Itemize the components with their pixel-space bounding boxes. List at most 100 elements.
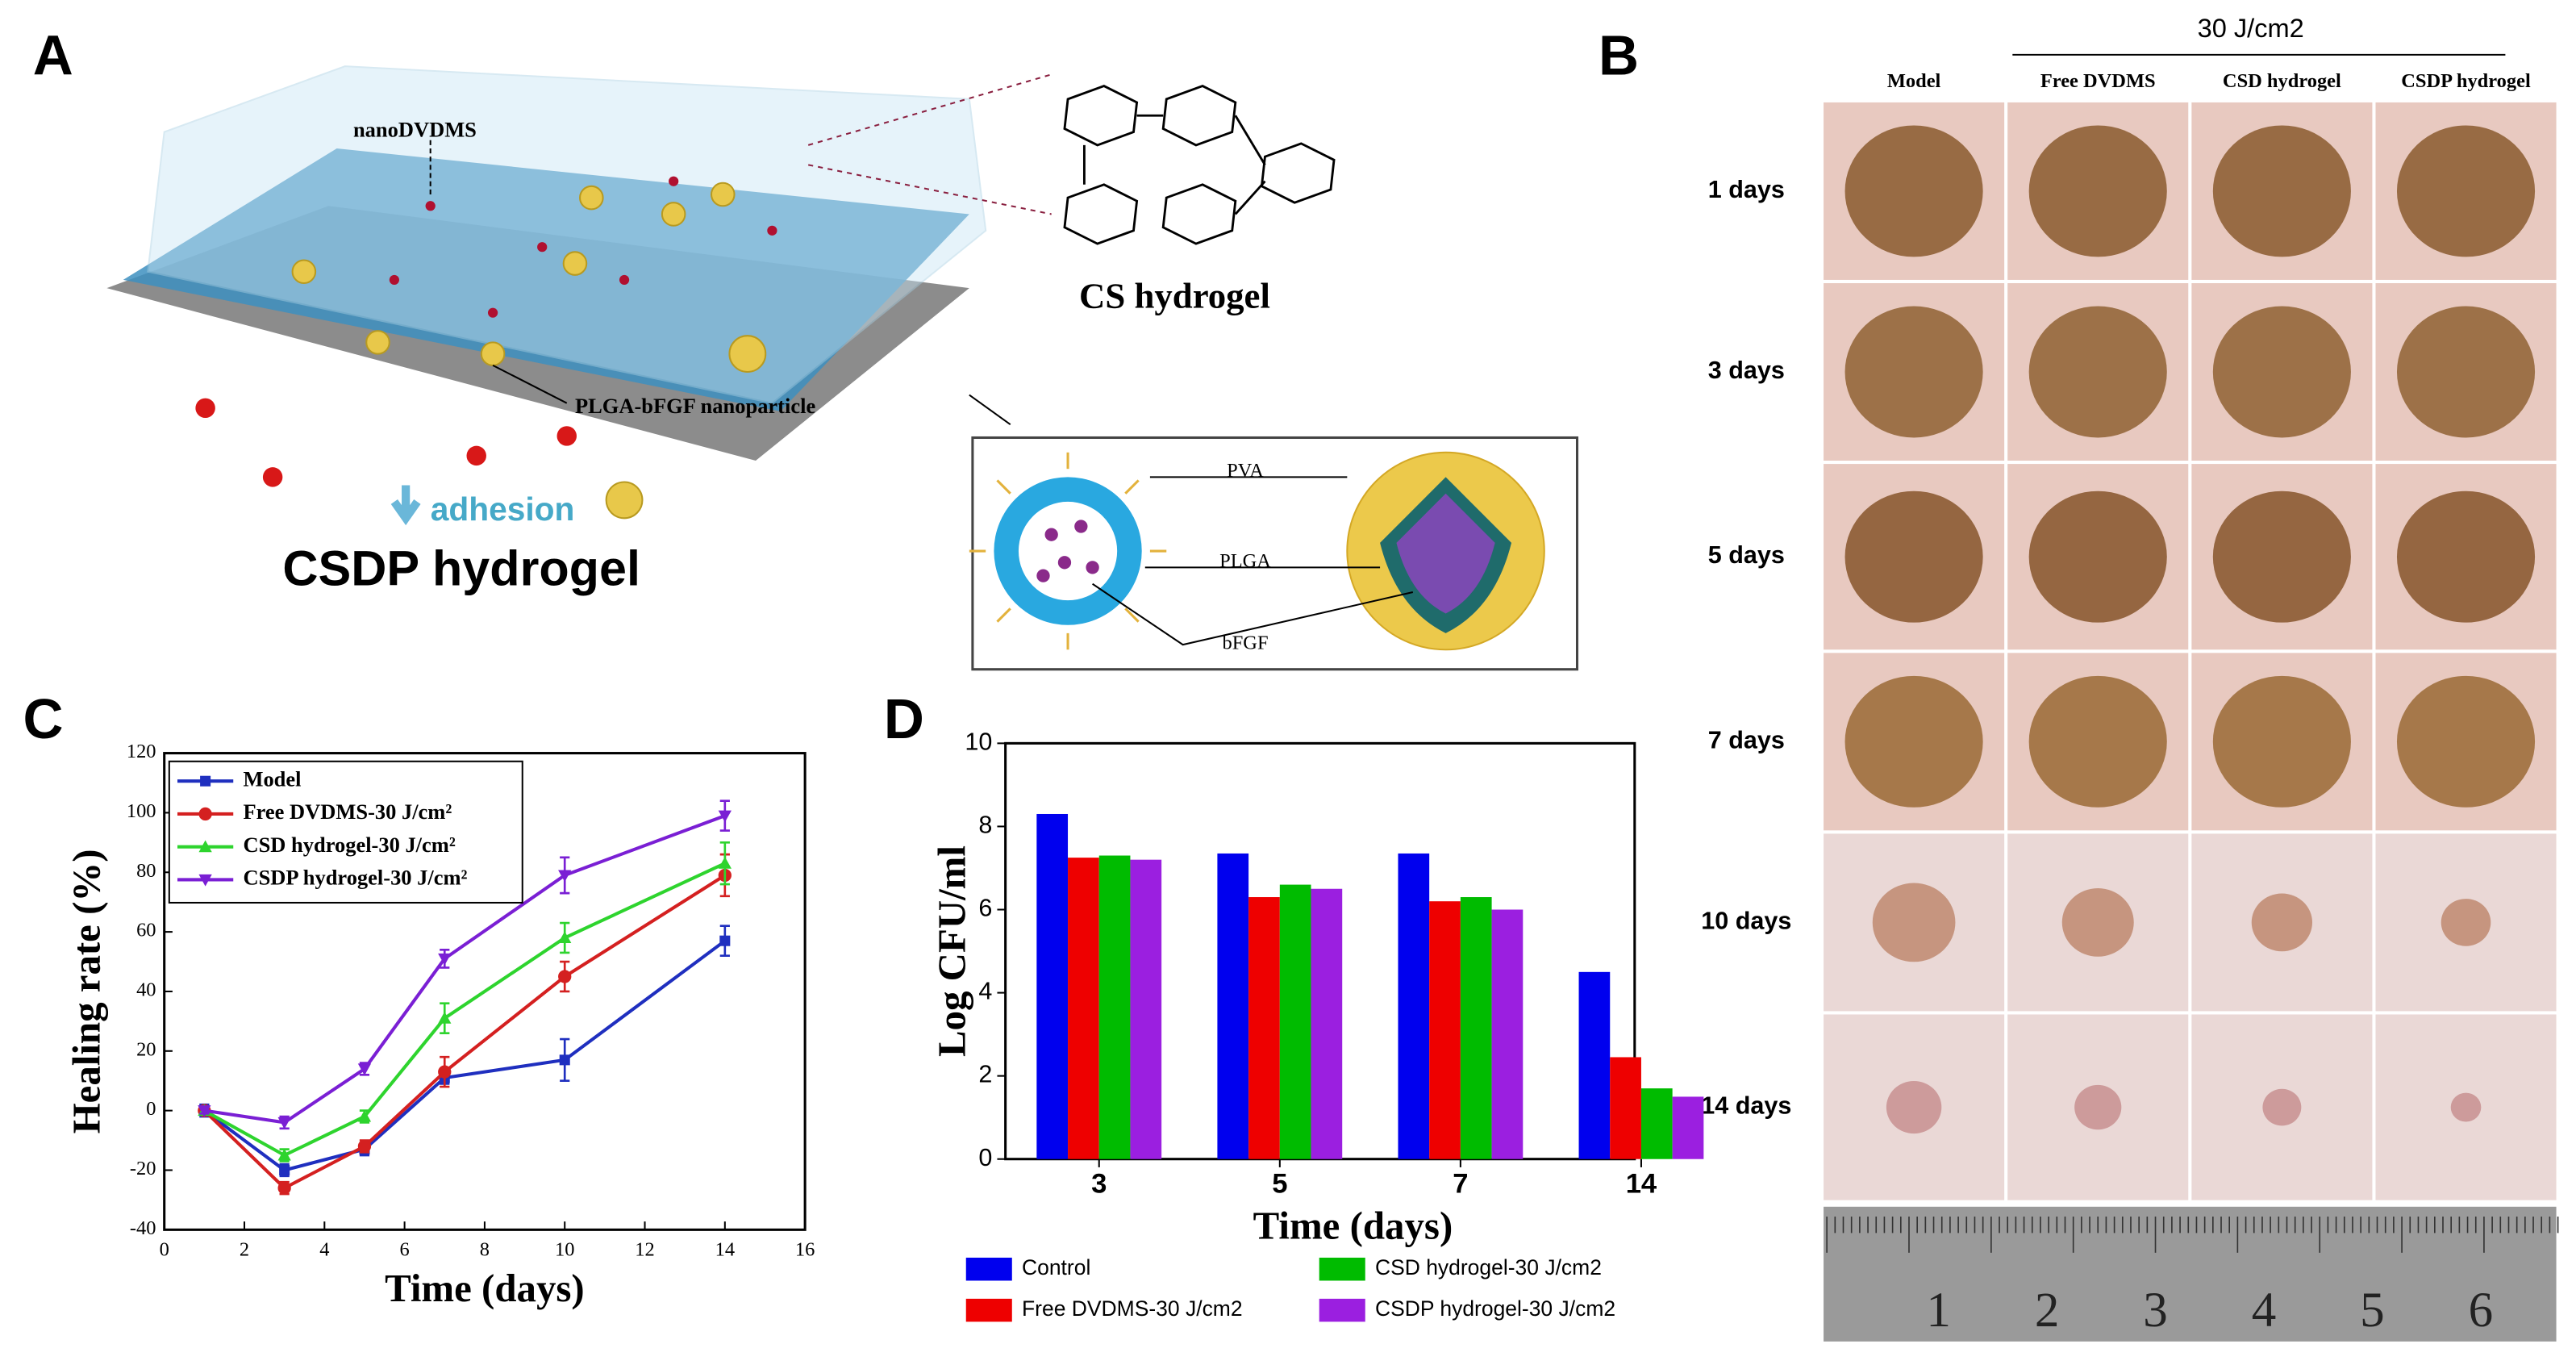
legend-swatch	[1319, 1257, 1365, 1281]
zoom-line	[807, 164, 1052, 215]
wound	[1844, 125, 1983, 257]
x-tick-label: 12	[635, 1238, 654, 1260]
hydrogel-diagram: nanoDVDMS PLGA-bFGF nanoparticle adhesio…	[106, 65, 1052, 596]
wound	[2212, 675, 2351, 808]
x-tick-label: 14	[715, 1238, 735, 1260]
wound	[2061, 888, 2134, 957]
marker	[719, 935, 731, 946]
wound	[2251, 893, 2313, 952]
nanoparticles	[291, 182, 767, 520]
y-axis-label: Healing rate (%)	[64, 849, 108, 1134]
wound	[2450, 1092, 2482, 1122]
label: PVA	[1227, 460, 1264, 482]
cfu-chart: 0 2 4 6 8 10 3 5 7 14 Time (days) Log CFU/ml Control…	[930, 728, 1704, 1322]
bar	[1217, 853, 1249, 1159]
arrow	[390, 485, 421, 526]
marker	[559, 1054, 570, 1066]
legend-label: Free DVDMS-30 J/cm²	[243, 799, 452, 824]
column-label: Model	[1887, 70, 1941, 92]
legend-label: Free DVDMS-30 J/cm2	[1022, 1296, 1243, 1321]
legend-label: Control	[1022, 1255, 1090, 1279]
y-tick-label: 4	[978, 978, 992, 1005]
bar	[1672, 1096, 1704, 1159]
ruler-number: 5	[2360, 1284, 2385, 1338]
line	[203, 862, 726, 1158]
marker	[279, 1164, 290, 1175]
bar	[1398, 853, 1430, 1159]
wound	[1844, 490, 1983, 623]
marker	[718, 810, 732, 823]
row-label: 1 days	[1708, 176, 1785, 203]
wound	[2441, 899, 2491, 946]
x-tick-label: 3	[1091, 1168, 1107, 1199]
nanoparticle-schematic: PVA PLGA bFGF	[969, 436, 1579, 671]
bar	[1248, 897, 1280, 1159]
y-tick-label: 80	[136, 860, 156, 882]
bar	[1460, 897, 1492, 1159]
wound	[2212, 125, 2351, 257]
pointer	[969, 394, 1011, 426]
legend-marker	[200, 775, 211, 787]
legend-swatch	[965, 1257, 1012, 1281]
y-tick-label: 60	[136, 920, 156, 941]
x-axis-label: Time (days)	[1253, 1204, 1453, 1248]
bar	[1311, 888, 1343, 1159]
y-tick-label: 100	[127, 800, 156, 822]
healing-chart: 0 2 4 6 8 10 12 14 16 -40 -20 0 20 40 60 80 100 120 Time (…	[64, 741, 815, 1310]
x-tick-label: 4	[319, 1238, 329, 1260]
label: bFGF	[1223, 632, 1269, 654]
marker	[438, 1065, 452, 1079]
legend-label: Model	[243, 766, 301, 791]
marker	[718, 857, 732, 869]
y-tick-label: 2	[978, 1061, 992, 1088]
legend-marker	[198, 807, 212, 821]
legend-swatch	[965, 1298, 1012, 1322]
photo-header: 30 J/cm2	[2198, 13, 2304, 43]
legend-label: CSDP hydrogel-30 J/cm2	[1375, 1296, 1615, 1321]
x-tick-label: 2	[240, 1238, 249, 1260]
y-tick-label: 6	[978, 895, 992, 922]
label: adhesion	[431, 490, 575, 528]
y-tick-label: 0	[978, 1144, 992, 1171]
zoom-line	[807, 73, 1052, 146]
bar	[1098, 855, 1131, 1159]
row-label: 7 days	[1708, 726, 1785, 753]
wound	[2396, 675, 2536, 808]
y-axis-label: Log CFU/ml	[930, 845, 974, 1057]
label: CS hydrogel	[1079, 276, 1270, 316]
legend-marker	[198, 840, 212, 853]
marker	[357, 1109, 372, 1122]
marker	[277, 1181, 291, 1195]
wound	[2028, 306, 2167, 438]
ruler-number: 2	[2035, 1284, 2060, 1338]
marker	[357, 1063, 372, 1076]
panel-label: A	[33, 23, 73, 86]
gel-cover	[147, 65, 987, 404]
x-tick-label: 10	[555, 1238, 574, 1260]
marker	[277, 1117, 291, 1129]
wound	[1872, 883, 1956, 962]
bar	[1279, 884, 1311, 1159]
pointer	[492, 364, 568, 404]
wound	[2396, 306, 2536, 438]
marker	[558, 870, 572, 883]
bar	[1130, 859, 1162, 1159]
x-tick-label: 0	[160, 1238, 169, 1260]
row-label: 3 days	[1708, 357, 1785, 384]
y-tick-label: 8	[978, 812, 992, 839]
line	[203, 939, 727, 1172]
ruler-number: 1	[1926, 1284, 1951, 1338]
bar	[1036, 813, 1069, 1159]
y-tick-label: 10	[965, 728, 992, 755]
marker	[558, 931, 572, 944]
cs-structure: CS hydrogel	[1063, 85, 1336, 316]
y-tick-label: 40	[136, 979, 156, 1001]
x-axis-label: Time (days)	[385, 1266, 585, 1310]
label: CSDP hydrogel	[282, 541, 640, 596]
ruler-number: 3	[2143, 1284, 2168, 1338]
marker	[357, 1139, 372, 1154]
free-dvdms	[195, 398, 577, 487]
marker	[277, 1148, 291, 1161]
